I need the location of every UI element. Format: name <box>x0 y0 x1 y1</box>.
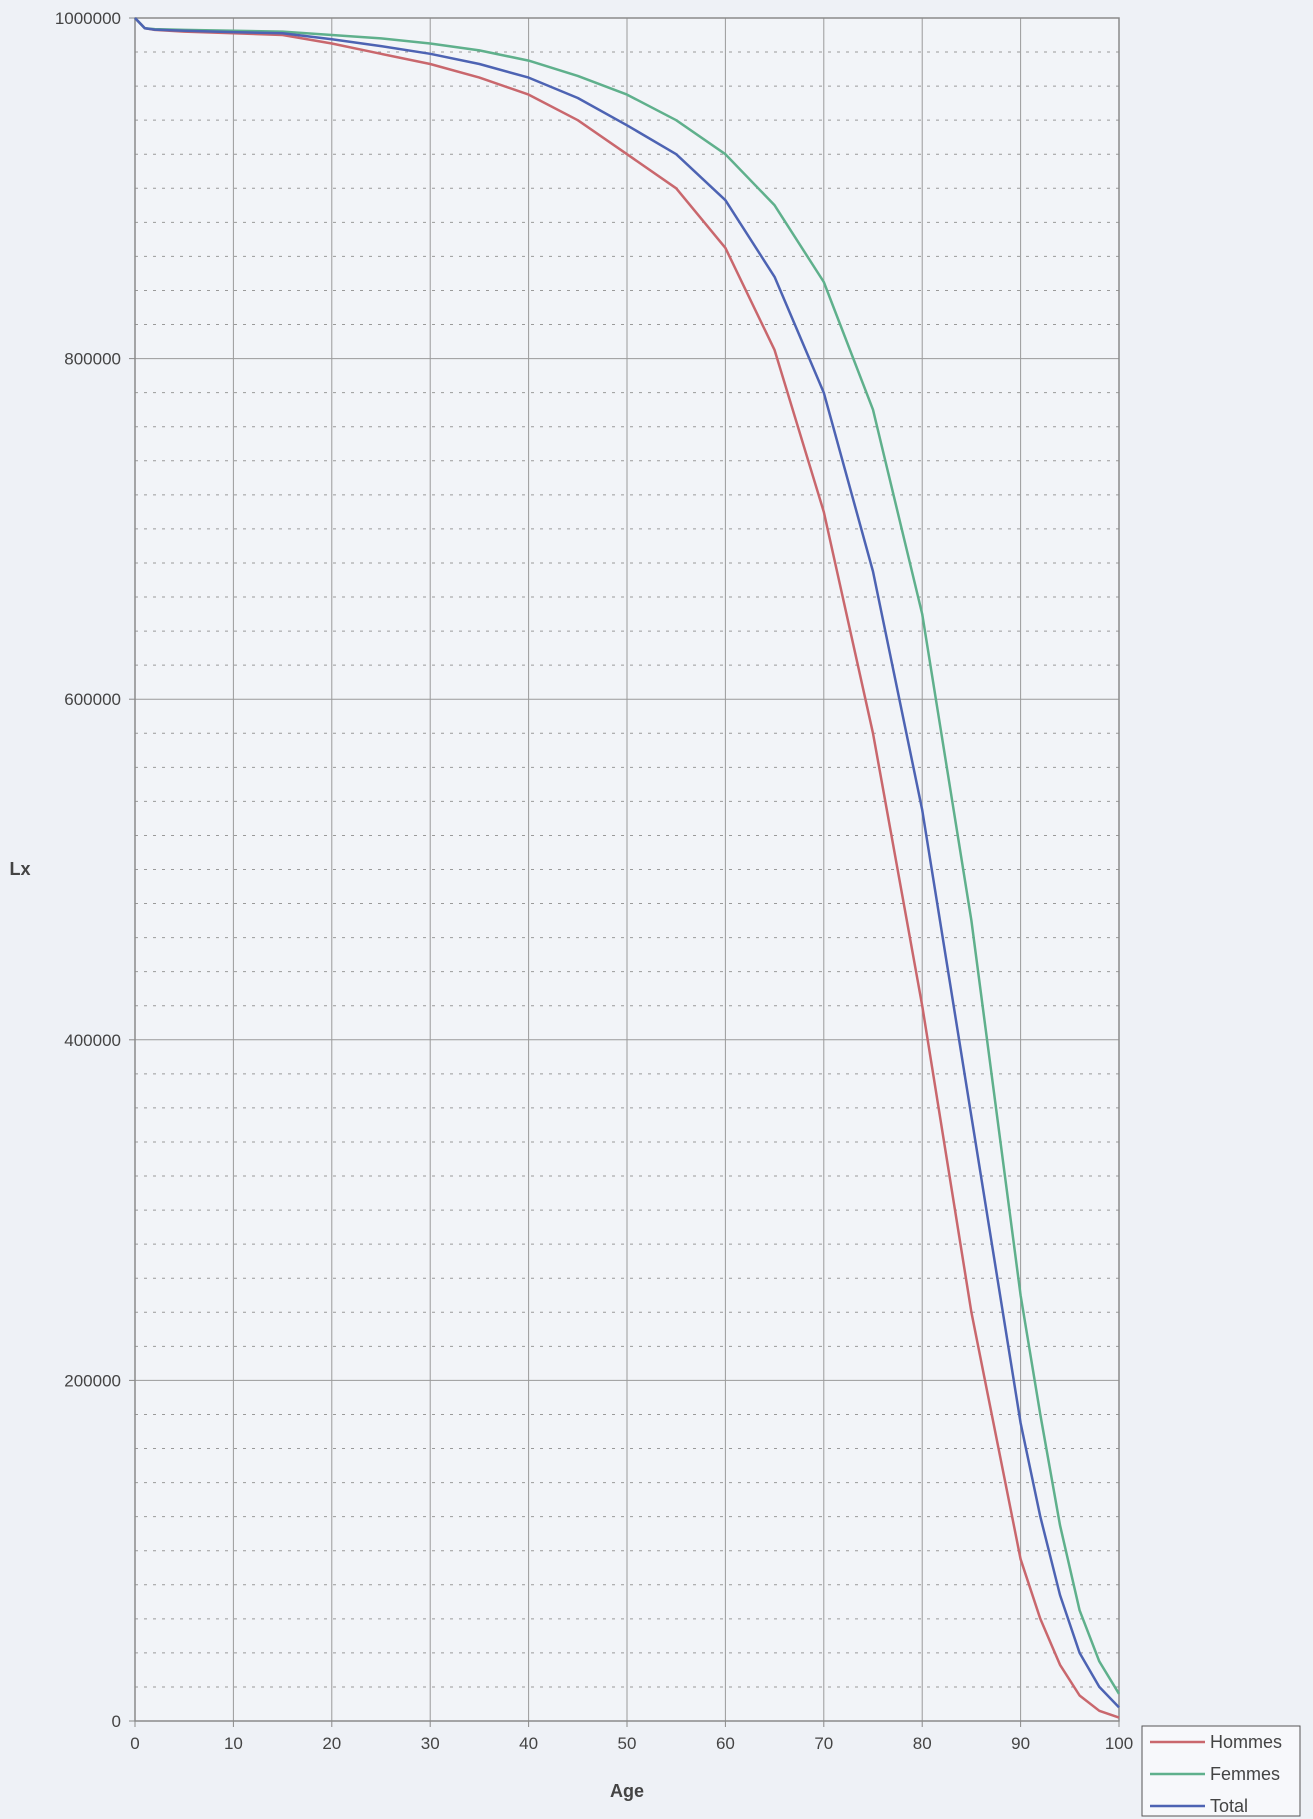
x-tick-label: 40 <box>519 1734 538 1753</box>
series-lines <box>134 17 1121 1719</box>
minor-gridlines <box>135 51 1119 1688</box>
x-tick-label: 10 <box>224 1734 243 1753</box>
x-tick-label: 90 <box>1011 1734 1030 1753</box>
y-axis-title: Lx <box>9 859 30 879</box>
legend-label: Total <box>1210 1796 1248 1816</box>
y-tick-label: 200000 <box>64 1371 121 1390</box>
x-tick-label: 100 <box>1105 1734 1133 1753</box>
legend: Hommes Femmes Total <box>1141 1725 1301 1817</box>
y-tick-label: 400000 <box>64 1031 121 1050</box>
x-tick-label: 80 <box>913 1734 932 1753</box>
x-tick-label: 20 <box>322 1734 341 1753</box>
x-tick-label: 50 <box>618 1734 637 1753</box>
y-tick-label: 800000 <box>64 350 121 369</box>
y-tick-label: 0 <box>112 1712 121 1731</box>
legend-label: Femmes <box>1210 1764 1280 1784</box>
x-axis-ticks: 0 10 20 30 40 50 60 70 80 90 100 <box>130 1721 1133 1753</box>
series-line-femmes <box>134 17 1121 1695</box>
x-axis-title: Age <box>610 1781 644 1801</box>
x-tick-label: 0 <box>130 1734 139 1753</box>
y-axis-ticks: 0 200000 400000 600000 800000 1000000 <box>55 9 135 1731</box>
x-tick-label: 30 <box>421 1734 440 1753</box>
series-line-total <box>134 17 1120 1709</box>
legend-label: Hommes <box>1210 1732 1282 1752</box>
x-tick-label: 60 <box>716 1734 735 1753</box>
x-tick-label: 70 <box>814 1734 833 1753</box>
y-tick-label: 600000 <box>64 690 121 709</box>
series-line-hommes <box>134 17 1120 1719</box>
y-tick-label: 1000000 <box>55 9 121 28</box>
